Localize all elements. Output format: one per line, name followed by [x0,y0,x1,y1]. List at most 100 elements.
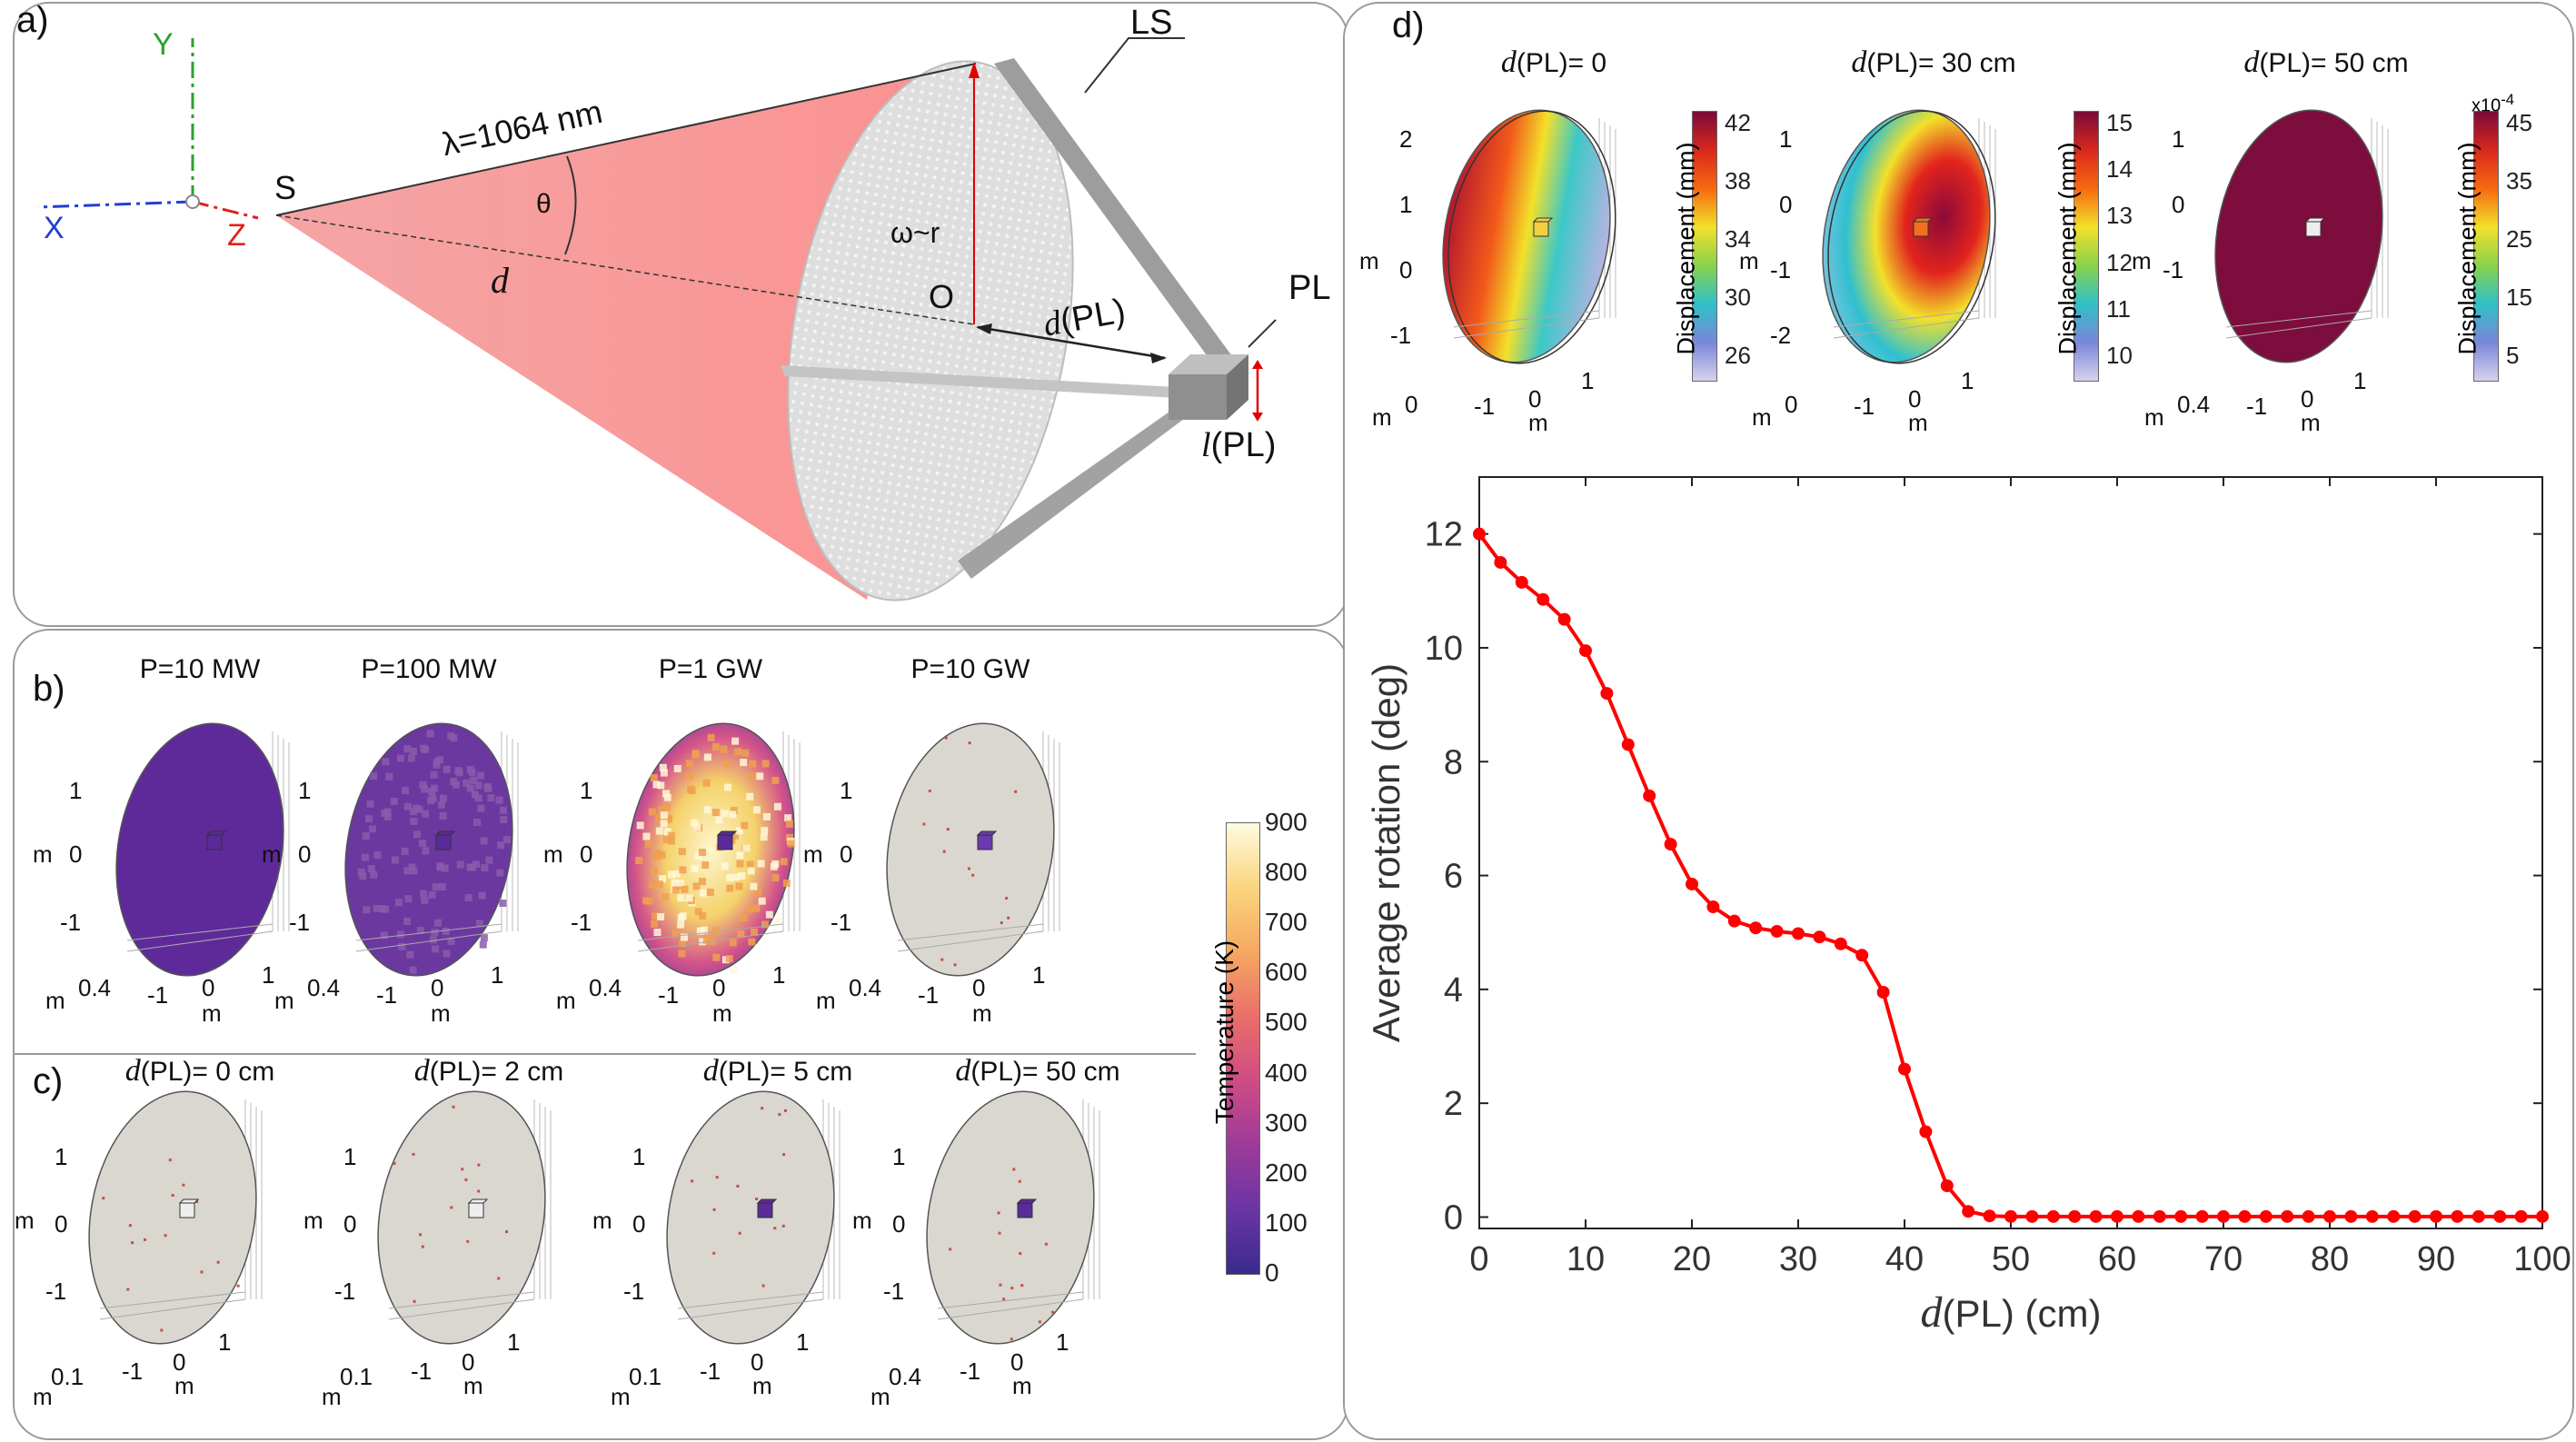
panel-d-exponent-sup-2: -4 [2501,91,2515,108]
z-axis-label: Z [227,218,246,253]
data-point-47 [2472,1209,2485,1223]
panel-d-label: d) [1392,5,1425,45]
panel-c-title-italic-3: d [955,1054,971,1088]
panel-c-ytick-0-1: 0 [55,1210,68,1238]
series-line-0 [1477,532,2542,1218]
data-point-1 [1494,555,1507,569]
data-point-11 [1706,900,1720,914]
x-axis-line [37,200,194,209]
panel-d-xtick-1-2: 0 [1908,385,1922,413]
panel-c-xunit-mid-2: m [752,1372,772,1399]
distance-label: d [491,260,509,301]
panel-d-title-rest-2: (PL)= 50 cm [2259,48,2409,78]
data-point-26 [2025,1209,2039,1223]
panel-c-xunit-left-2: m [611,1383,631,1410]
sail-label: LS [1130,4,1173,42]
panel-d-xunit-left-2: m [2144,403,2164,431]
radius-label: ω~r [890,216,940,249]
x-tick-label-2: 20 [1673,1240,1711,1278]
panel-d-cbtick-1-4: 11 [2106,294,2131,323]
data-point-6 [1600,687,1614,701]
panel-b-xtick-1-0: 0.4 [307,974,341,1001]
panel-d-xtick-0-2: 0 [1528,385,1542,413]
temperature-colorbar-tick-2: 700 [1265,908,1308,937]
panel-d-xunit-mid-0: m [1528,409,1548,436]
x-tick-label-0: 0 [1469,1240,1488,1278]
panel-c-ytick-2-1: 0 [632,1210,646,1238]
panel-b-ytick-2-2: -1 [571,909,592,936]
panel-b-xtick-1-3: 1 [491,961,504,989]
data-point-36 [2238,1209,2252,1223]
temperature-colorbar-tick-9: 0 [1265,1258,1279,1287]
x-tick-label-10: 100 [2513,1240,2571,1278]
panel-d-xunit-left-0: m [1372,403,1392,431]
panel-d-title-italic-1: d [1851,45,1867,79]
panel-d-cbtick-0-2: 34 [1725,225,1751,253]
panel-c-ytick-3-1: 0 [892,1210,906,1238]
panel-b-xtick-3-2: 0 [972,974,986,1001]
panel-b-xtick-2-2: 0 [712,974,726,1001]
payload-label: PL [1288,269,1331,307]
x-tick-label-3: 30 [1779,1240,1817,1278]
panel-d-ytick-1-3: -2 [1770,322,1792,349]
x-tick-label-9: 90 [2417,1240,2455,1278]
panel-d-cbtick-2-2: 25 [2506,225,2532,253]
panel-d-yunit-1: m [1739,247,1759,274]
tether-mid [781,365,1178,398]
data-point-9 [1664,838,1677,851]
panel-c-xtick-0-0: -1 [122,1357,144,1385]
panel-d-xtick-2-2: 0 [2301,385,2314,413]
lpl-label: l(PL) [1201,425,1276,465]
panel-c-xtick-2-0: -1 [700,1357,721,1385]
chart-ylabel: Average rotation (deg) [1365,663,1407,1042]
data-point-22 [1940,1179,1954,1193]
source-label: S [274,169,297,206]
panel-c-map-2 [666,1090,840,1345]
data-point-25 [2004,1209,2017,1223]
data-point-2 [1515,575,1528,589]
data-point-34 [2195,1209,2209,1223]
panel-b-title-1: P=100 MW [361,654,497,684]
panel-d-xtick-1-0: 0 [1785,391,1798,418]
panel-c-xunit-mid-0: m [174,1372,194,1399]
data-point-12 [1727,914,1741,928]
data-point-38 [2281,1209,2294,1223]
data-point-39 [2302,1209,2315,1223]
panel-b-ytick-1-1: 0 [298,840,312,868]
panel-d-title-italic-0: d [1500,45,1517,79]
panel-b-xunit-mid-0: m [202,999,222,1027]
x-tick-label-5: 50 [1992,1240,2030,1278]
panel-d-cbtick-2-0: 45 [2506,109,2532,136]
panel-b-xunit-left-3: m [816,987,836,1014]
data-point-14 [1770,924,1784,938]
panel-b-ytick-1-0: 1 [298,777,312,804]
temperature-colorbar-tick-3: 600 [1265,958,1308,987]
panel-d-map-2 [2214,109,2389,363]
panel-b-yunit-3: m [803,840,823,868]
panel-b-map-2 [626,722,801,977]
panel-b-xunit-mid-1: m [431,999,451,1027]
panel-b-xtick-0-3: 1 [262,961,275,989]
tether-bottom [958,382,1221,579]
y-tick-label-4: 8 [1444,743,1463,781]
panel-d-yunit-0: m [1359,247,1379,274]
data-point-40 [2323,1209,2336,1223]
panel-d-xtick-1-3: 1 [1961,367,1974,394]
panel-b-xtick-0-0: 0.4 [78,974,112,1001]
panel-b-ytick-0-2: -1 [60,909,82,936]
data-point-42 [2365,1209,2379,1223]
panel-c-title-2: d(PL)= 5 cm [642,1054,914,1089]
panel-c-title-italic-2: d [702,1054,719,1088]
y-tick-label-0: 0 [1444,1198,1463,1237]
panel-c-title-italic-0: d [124,1054,141,1088]
panel-d-title-italic-2: d [2243,45,2260,79]
panel-c-yunit-2: m [592,1207,612,1234]
panel-b-xtick-2-3: 1 [772,961,786,989]
panel-b-xtick-3-3: 1 [1032,961,1046,989]
panel-c-yunit-1: m [303,1207,323,1234]
x-tick-label-4: 40 [1885,1240,1924,1278]
panel-c-ytick-1-2: -1 [334,1278,356,1305]
panel-d-title-0: d(PL)= 0 [1417,45,1690,80]
panel-b-ytick-3-2: -1 [830,909,852,936]
panel-c-xtick-0-2: 1 [218,1328,232,1356]
